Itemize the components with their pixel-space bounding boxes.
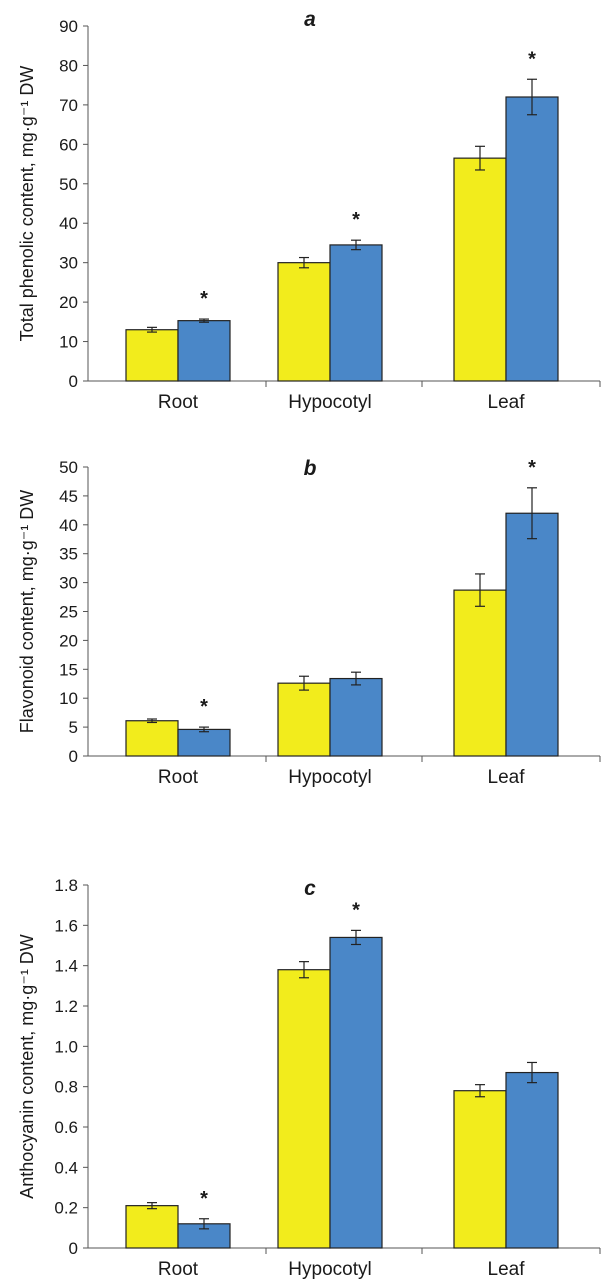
y-tick-label: 30 — [59, 574, 78, 593]
y-tick-label: 0.2 — [54, 1199, 78, 1218]
panel-letter: c — [304, 877, 316, 900]
y-tick-label: 0 — [69, 1239, 78, 1258]
panel-c: 0 0.2 0.4 0.6 0.8 1.0 1.2 1.4 1.6 1.8 Root Hypocoty… — [17, 876, 601, 1280]
panel-letter: b — [304, 457, 317, 480]
x-category-label: Leaf — [488, 1259, 526, 1280]
x-category-label: Root — [158, 392, 199, 413]
significance-marker: * — [352, 899, 360, 921]
bar — [177, 728, 231, 757]
significance-marker: * — [352, 209, 360, 231]
x-category-label: Hypocotyl — [288, 1259, 371, 1280]
y-tick-label: 1.8 — [54, 876, 78, 895]
panel-b: 0 5 10 15 20 25 30 35 40 45 50 Root Hypocotyl Leaf Fla… — [17, 457, 601, 788]
significance-marker: * — [200, 288, 208, 310]
significance-marker: * — [200, 1188, 208, 1210]
y-tick-label: 20 — [59, 293, 78, 312]
panel-letter: a — [304, 8, 316, 31]
significance-marker: * — [528, 48, 536, 70]
y-tick-label: 40 — [59, 516, 78, 535]
bar — [125, 1205, 179, 1249]
y-tick-label: 30 — [59, 254, 78, 273]
bar — [505, 512, 559, 757]
significance-marker: * — [528, 457, 536, 479]
bar — [277, 682, 331, 757]
x-category-label: Root — [158, 1259, 199, 1280]
bar — [505, 96, 559, 382]
y-tick-label: 0.4 — [54, 1158, 78, 1177]
y-tick-label: 35 — [59, 545, 78, 564]
panel-a: 0 10 20 30 40 50 60 70 80 90 Root Hypocotyl Leaf Tota… — [17, 8, 601, 413]
y-tick-label: 20 — [59, 631, 78, 650]
bar — [329, 677, 383, 757]
bar — [329, 936, 383, 1249]
y-axis-label: Flavonoid content, mg·g⁻¹ DW — [17, 490, 37, 734]
x-category-label: Leaf — [488, 392, 526, 413]
bar — [453, 157, 507, 382]
y-tick-label: 60 — [59, 135, 78, 154]
y-tick-label: 80 — [59, 56, 78, 75]
x-category-label: Hypocotyl — [288, 392, 371, 413]
y-tick-label: 0.6 — [54, 1118, 78, 1137]
y-tick-label: 70 — [59, 96, 78, 115]
y-tick-label: 25 — [59, 603, 78, 622]
bar — [505, 1071, 559, 1249]
y-axis-label: Anthocyanin content, mg·g⁻¹ DW — [17, 934, 37, 1199]
y-tick-label: 1.4 — [54, 957, 78, 976]
x-category-label: Hypocotyl — [288, 767, 371, 788]
bar — [177, 320, 231, 382]
bar — [125, 329, 179, 382]
x-category-label: Root — [158, 767, 199, 788]
y-tick-label: 15 — [59, 660, 78, 679]
y-tick-label: 90 — [59, 17, 78, 36]
y-tick-label: 10 — [59, 333, 78, 352]
x-category-label: Leaf — [488, 767, 526, 788]
bar — [453, 589, 507, 757]
bar — [329, 244, 383, 382]
bar — [277, 969, 331, 1249]
bar — [453, 1090, 507, 1249]
y-tick-label: 50 — [59, 458, 78, 477]
y-tick-label: 1.2 — [54, 997, 78, 1016]
y-tick-label: 5 — [69, 718, 78, 737]
bar — [125, 720, 179, 757]
y-tick-label: 1.0 — [54, 1037, 78, 1056]
y-axis-label: Total phenolic content, mg·g⁻¹ DW — [17, 66, 37, 342]
y-tick-label: 0 — [69, 372, 78, 391]
y-tick-label: 40 — [59, 214, 78, 233]
y-tick-label: 45 — [59, 487, 78, 506]
y-tick-label: 0 — [69, 747, 78, 766]
y-tick-label: 10 — [59, 689, 78, 708]
y-tick-label: 1.6 — [54, 916, 78, 935]
bar — [277, 262, 331, 382]
significance-marker: * — [200, 696, 208, 718]
y-tick-label: 50 — [59, 175, 78, 194]
y-tick-label: 0.8 — [54, 1078, 78, 1097]
